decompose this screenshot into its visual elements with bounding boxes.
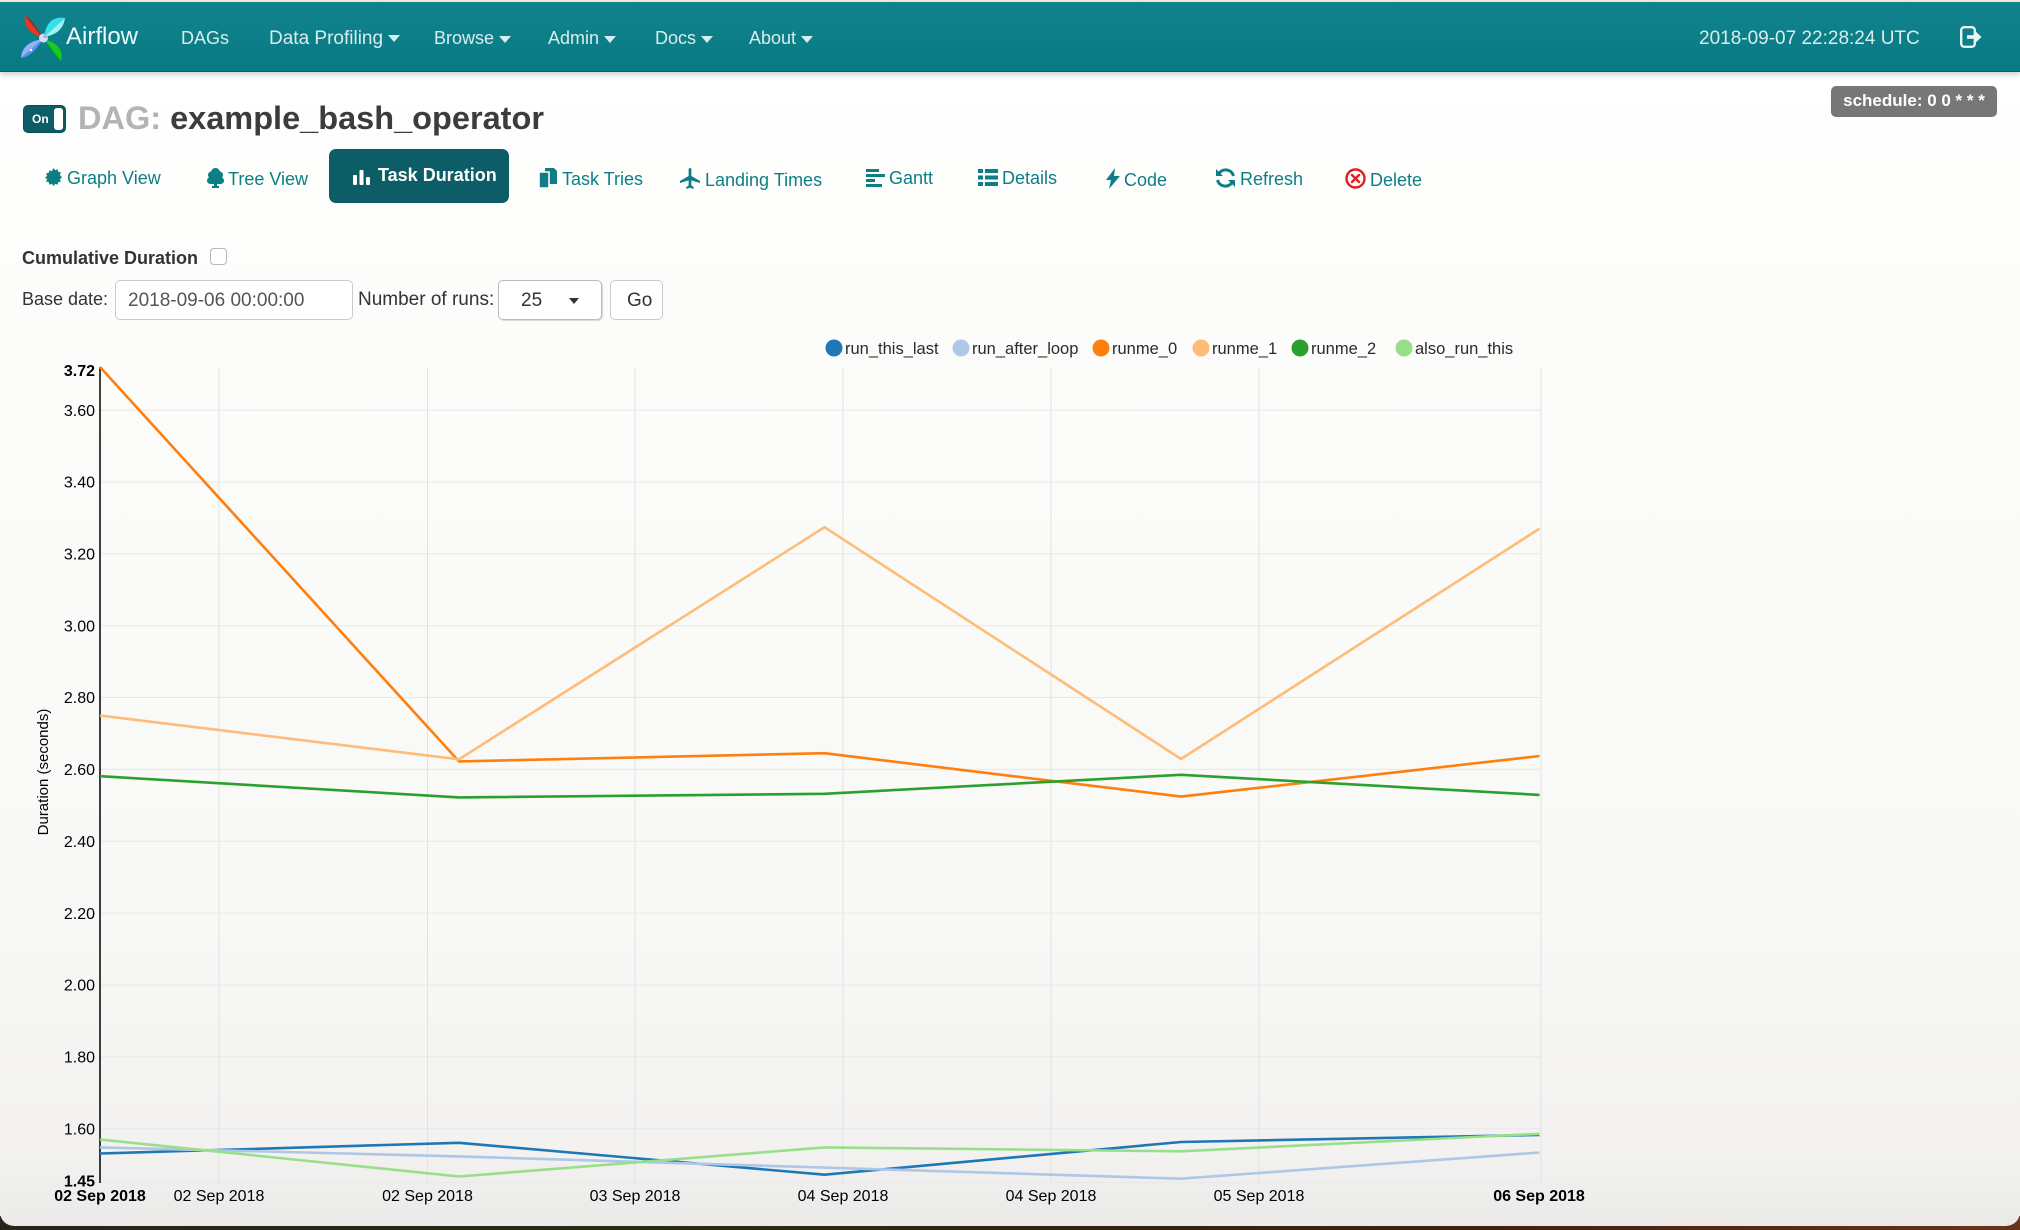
svg-text:run_after_loop: run_after_loop bbox=[972, 340, 1078, 358]
svg-text:02 Sep 2018: 02 Sep 2018 bbox=[54, 1188, 146, 1205]
svg-text:2.00: 2.00 bbox=[64, 978, 95, 995]
svg-text:04 Sep 2018: 04 Sep 2018 bbox=[1006, 1188, 1097, 1205]
svg-text:1.45: 1.45 bbox=[64, 1173, 95, 1190]
svg-text:1.80: 1.80 bbox=[64, 1050, 95, 1067]
svg-text:2.40: 2.40 bbox=[64, 834, 95, 851]
svg-text:02 Sep 2018: 02 Sep 2018 bbox=[174, 1188, 265, 1205]
svg-text:3.60: 3.60 bbox=[64, 403, 95, 420]
svg-text:3.00: 3.00 bbox=[64, 618, 95, 635]
svg-text:runme_0: runme_0 bbox=[1112, 340, 1177, 358]
svg-text:05 Sep 2018: 05 Sep 2018 bbox=[1214, 1188, 1305, 1205]
svg-text:04 Sep 2018: 04 Sep 2018 bbox=[798, 1188, 889, 1205]
svg-text:run_this_last: run_this_last bbox=[845, 340, 939, 358]
svg-text:02 Sep 2018: 02 Sep 2018 bbox=[382, 1188, 473, 1205]
svg-text:runme_1: runme_1 bbox=[1212, 340, 1277, 358]
svg-text:2.60: 2.60 bbox=[64, 762, 95, 779]
svg-text:03 Sep 2018: 03 Sep 2018 bbox=[590, 1188, 681, 1205]
svg-text:3.20: 3.20 bbox=[64, 547, 95, 564]
svg-text:also_run_this: also_run_this bbox=[1415, 340, 1513, 358]
svg-text:Duration (seconds): Duration (seconds) bbox=[35, 709, 52, 836]
svg-text:runme_2: runme_2 bbox=[1311, 340, 1376, 358]
svg-text:06 Sep 2018: 06 Sep 2018 bbox=[1493, 1188, 1585, 1205]
svg-text:2.80: 2.80 bbox=[64, 690, 95, 707]
svg-text:1.60: 1.60 bbox=[64, 1121, 95, 1138]
svg-text:3.72: 3.72 bbox=[64, 363, 95, 380]
svg-text:3.40: 3.40 bbox=[64, 475, 95, 492]
svg-text:2.20: 2.20 bbox=[64, 906, 95, 923]
